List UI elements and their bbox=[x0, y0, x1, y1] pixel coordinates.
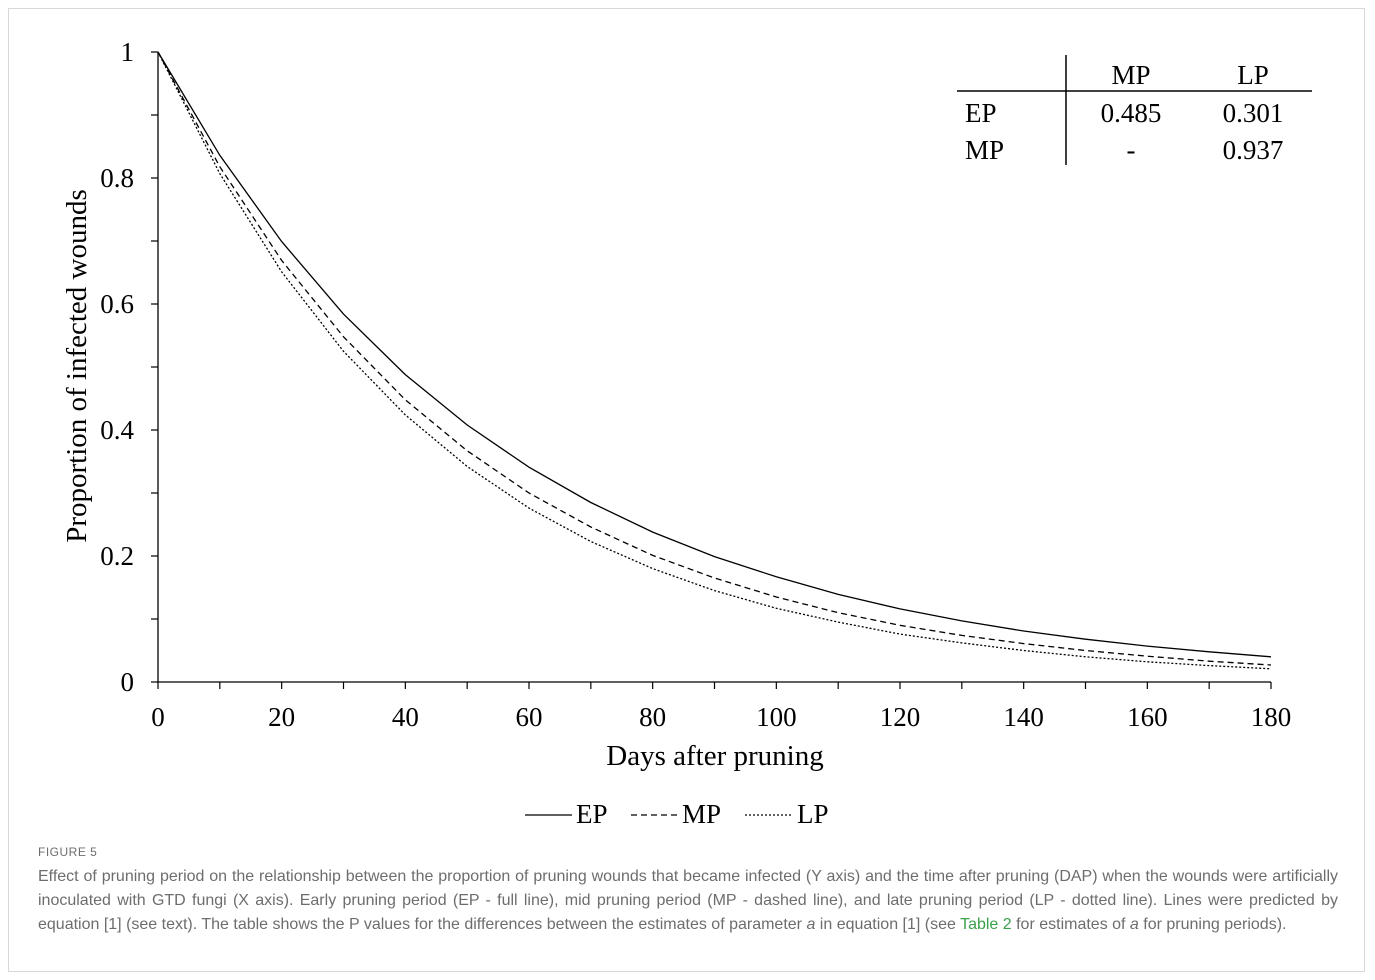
y-tick-label: 0.4 bbox=[100, 415, 134, 445]
x-tick-label: 180 bbox=[1251, 702, 1292, 732]
x-ticks: 0 20 40 60 80 100 120 140 160 180 bbox=[151, 682, 1291, 732]
legend-label-ep: EP bbox=[576, 799, 608, 829]
inset-row-label: MP bbox=[965, 135, 1004, 165]
series-line-mp bbox=[157, 51, 1272, 666]
caption-param: a bbox=[1129, 916, 1139, 933]
x-tick-label: 60 bbox=[516, 702, 543, 732]
x-tick-label: 140 bbox=[1003, 702, 1044, 732]
line-chart: 0 20 40 60 80 100 120 140 160 180 00.20.40.60.81 … bbox=[61, 37, 1312, 829]
caption-text: for estimates of bbox=[1011, 916, 1130, 933]
figure-caption-text: Effect of pruning period on the relation… bbox=[38, 865, 1338, 937]
y-tick-label: 0.2 bbox=[100, 541, 134, 571]
inset-col-header: MP bbox=[1111, 60, 1150, 90]
x-tick-label: 160 bbox=[1127, 702, 1168, 732]
series-line-ep bbox=[157, 51, 1272, 658]
table-2-link[interactable]: Table 2 bbox=[960, 916, 1012, 933]
caption-text: for pruning periods). bbox=[1138, 916, 1287, 933]
x-axis-label: Days after pruning bbox=[606, 740, 823, 772]
inset-cell: 0.937 bbox=[1223, 135, 1284, 165]
caption-param: a bbox=[806, 916, 816, 933]
inset-cell: 0.301 bbox=[1223, 98, 1284, 128]
x-tick-label: 20 bbox=[268, 702, 295, 732]
y-tick-label: 0.6 bbox=[100, 289, 134, 319]
y-axis-label: Proportion of infected wounds bbox=[61, 189, 93, 543]
figure-frame bbox=[8, 8, 1365, 972]
y-ticks: 0 0.2 0.4 0.6 0.8 1 bbox=[100, 37, 158, 697]
legend: EP MP LP bbox=[525, 799, 829, 829]
series-line-lp bbox=[157, 51, 1272, 670]
x-tick-label: 0 bbox=[151, 702, 165, 732]
legend-label-mp: MP bbox=[682, 799, 721, 829]
inset-col-header: LP bbox=[1237, 60, 1269, 90]
caption-text: in equation [1] (see bbox=[815, 916, 961, 933]
x-tick-label: 40 bbox=[392, 702, 419, 732]
x-tick-label: 120 bbox=[880, 702, 921, 732]
caption-text: Effect of pruning period on the relation… bbox=[38, 868, 1338, 933]
legend-label-lp: LP bbox=[797, 799, 829, 829]
x-tick-label: 100 bbox=[756, 702, 797, 732]
y-tick-label: 1 bbox=[121, 37, 135, 67]
plot-lines bbox=[157, 51, 1272, 670]
inset-cell: 0.485 bbox=[1101, 98, 1162, 128]
x-tick-label: 80 bbox=[639, 702, 666, 732]
y-tick-label: 0 bbox=[121, 667, 135, 697]
inset-table: MP LP EP 0.485 0.301 MP - 0.937 bbox=[957, 55, 1312, 165]
inset-row-label: EP bbox=[965, 98, 997, 128]
y-tick-label: 0.8 bbox=[100, 163, 134, 193]
figure-label: FIGURE 5 bbox=[38, 845, 98, 859]
inset-cell: - bbox=[1127, 135, 1136, 165]
figure-caption: FIGURE 5 Effect of pruning period on the… bbox=[38, 845, 1338, 937]
